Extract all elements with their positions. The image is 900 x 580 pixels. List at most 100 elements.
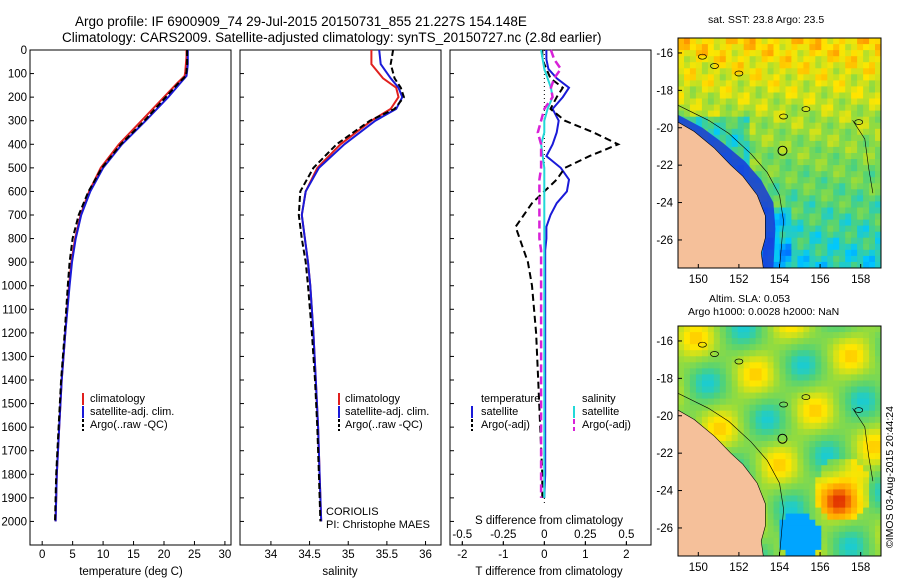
map-cell <box>725 86 733 94</box>
map-cell <box>743 86 751 94</box>
map-cell <box>809 98 816 106</box>
map-cell <box>749 50 757 57</box>
map-cell <box>821 531 828 539</box>
map-cell <box>827 261 834 268</box>
map-cell <box>815 104 822 112</box>
depth-tick-label: 1200 <box>1 328 27 340</box>
map-cell <box>803 74 810 81</box>
map-cell <box>869 447 876 454</box>
map-cell <box>809 237 816 245</box>
map-cell <box>731 398 739 406</box>
map-cell <box>785 56 793 63</box>
map-cell <box>839 465 846 472</box>
map-cell <box>779 549 787 556</box>
map-cell <box>755 128 763 136</box>
map-cell <box>809 68 816 75</box>
map-cell <box>767 50 775 57</box>
map-cell <box>731 128 739 136</box>
reef <box>854 407 864 413</box>
map-cell <box>755 92 763 100</box>
map-cell <box>761 380 769 388</box>
map-cell <box>707 116 715 124</box>
map-cell <box>833 513 840 521</box>
map-cell <box>845 465 852 472</box>
map-cell <box>827 189 834 196</box>
map-cell <box>767 122 775 130</box>
map-cell <box>863 441 870 448</box>
map-cell <box>684 356 691 363</box>
map-cell <box>695 50 703 57</box>
map-cell <box>791 441 798 448</box>
map-cell <box>785 459 793 466</box>
map-y-tick-label: -26 <box>656 523 673 535</box>
map-cell <box>863 122 870 130</box>
map-cell <box>821 201 828 209</box>
map-cell <box>821 189 828 196</box>
map-cell <box>749 356 757 363</box>
map-cell <box>839 225 846 233</box>
map-cell <box>809 50 816 57</box>
map-cell <box>731 146 739 154</box>
map-cell <box>809 525 816 533</box>
map-cell <box>767 398 775 406</box>
map-cell <box>857 134 864 142</box>
map-cell <box>857 140 864 148</box>
map-cell <box>707 374 715 382</box>
map-cell <box>785 219 793 227</box>
map-cell <box>863 501 870 509</box>
map-cell <box>797 392 804 400</box>
map-x-tick-label: 154 <box>770 274 790 286</box>
map-cell <box>815 128 822 136</box>
map-cell <box>761 392 769 400</box>
map-cell <box>755 362 763 369</box>
map-cell <box>791 201 798 209</box>
map-cell <box>833 495 840 503</box>
map-cell <box>797 98 804 106</box>
map-cell <box>767 134 775 142</box>
map-cell <box>731 368 739 376</box>
map-cell <box>875 255 881 263</box>
map-cell <box>851 483 858 491</box>
map-cell <box>684 56 691 63</box>
map-cell <box>725 350 733 357</box>
map-cell <box>821 80 828 88</box>
map-cell <box>827 110 834 118</box>
map-cell <box>803 441 810 448</box>
map-cell <box>767 74 775 81</box>
map-cell <box>743 386 751 394</box>
map-cell <box>851 104 858 112</box>
map-cell <box>773 471 781 478</box>
map-cell <box>827 537 834 545</box>
map-cell <box>803 489 810 497</box>
map-cell <box>785 422 793 430</box>
map-cell <box>797 38 804 45</box>
map-cell <box>827 44 834 51</box>
map-cell <box>713 416 721 424</box>
map-cell <box>773 50 781 57</box>
map-cell <box>785 380 793 388</box>
map-cell <box>785 261 793 268</box>
map-cell <box>743 441 751 448</box>
map-cell <box>821 441 828 448</box>
map-cell <box>767 392 775 400</box>
map-cell <box>833 38 840 45</box>
map-cell <box>767 549 775 556</box>
map-cell <box>803 56 810 63</box>
map-cell <box>821 465 828 472</box>
map-cell <box>797 398 804 406</box>
map-cell <box>821 255 828 263</box>
map-cell <box>731 428 739 436</box>
map-cell <box>761 422 769 430</box>
map-cell <box>797 489 804 497</box>
map-cell <box>743 356 751 363</box>
map-cell <box>761 86 769 94</box>
map-cell <box>839 374 846 382</box>
map-cell <box>701 44 709 51</box>
map-cell <box>767 495 775 503</box>
map-cell <box>809 116 816 124</box>
map-cell <box>821 338 828 345</box>
map-cell <box>815 344 822 351</box>
map-cell <box>839 62 846 69</box>
map-cell <box>785 543 793 551</box>
x-tick-label: -2 <box>457 549 467 561</box>
